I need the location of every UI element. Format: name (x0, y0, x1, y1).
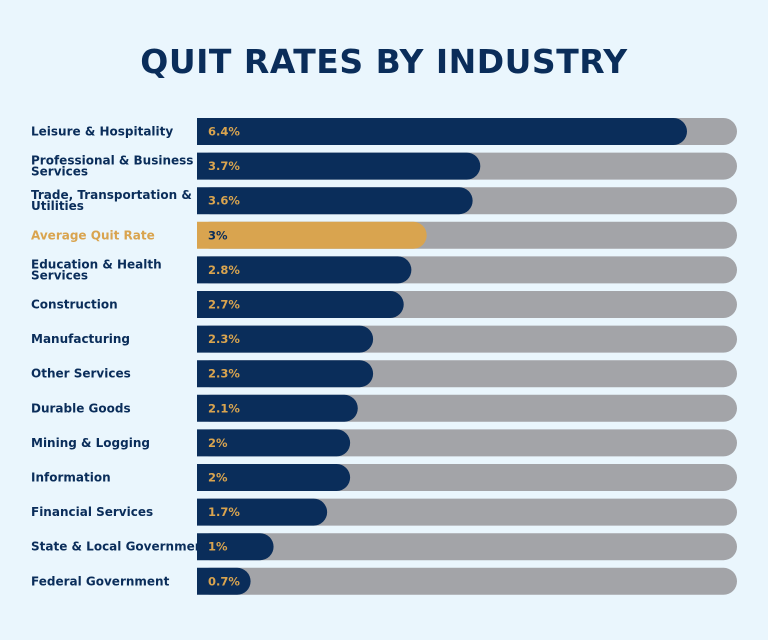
value-label: 2.1% (208, 401, 240, 415)
bar-row: Average Quit Rate 3% (31, 221, 737, 249)
bar (197, 325, 374, 353)
bar-row: Trade, Transportation & Utilities 3.6% (31, 187, 737, 215)
value-label: 2.7% (208, 298, 240, 312)
value-label: 3% (208, 228, 228, 242)
bar (197, 394, 358, 422)
bar-row: Construction 2.7% (31, 291, 737, 318)
bar (197, 221, 427, 249)
bar (197, 118, 687, 145)
category-label: State & Local Government (31, 540, 209, 554)
bar-row: Federal Government 0.7% (31, 567, 737, 595)
bar-track (197, 533, 737, 561)
category-label: Leisure & Hospitality (31, 125, 173, 139)
bar-row: Education & Health Services 2.8% (31, 256, 737, 284)
bar (197, 567, 251, 595)
bar (197, 429, 351, 457)
category-label: Information (31, 471, 111, 485)
bar-track (197, 567, 737, 595)
value-label: 2% (208, 471, 228, 485)
value-label: 3.6% (208, 194, 240, 208)
category-label: Durable Goods (31, 401, 131, 415)
bar-track (197, 498, 737, 526)
bar-row: Information 2% (31, 464, 737, 491)
bar (197, 533, 274, 561)
bar-row: Other Services 2.3% (31, 360, 737, 388)
bar (197, 256, 412, 284)
value-label: 2.3% (208, 367, 240, 381)
value-label: 2% (208, 436, 228, 450)
chart-title: QUIT RATES BY INDUSTRY (140, 42, 628, 81)
category-label: Trade, Transportation & Utilities (31, 188, 192, 213)
category-label: Financial Services (31, 505, 153, 519)
bar-row: Mining & Logging 2% (31, 429, 737, 457)
bar-row: Professional & Business Services 3.7% (31, 152, 737, 180)
bar (197, 498, 328, 526)
category-label: Construction (31, 298, 118, 312)
bar (197, 360, 374, 388)
category-label: Mining & Logging (31, 436, 150, 450)
category-label: Federal Government (31, 574, 170, 588)
bar-row: Durable Goods 2.1% (31, 394, 737, 422)
bar-row: Manufacturing 2.3% (31, 325, 737, 353)
bar-row: Leisure & Hospitality 6.4% (31, 118, 737, 145)
category-label: Manufacturing (31, 332, 130, 346)
bar (197, 152, 481, 180)
value-label: 3.7% (208, 159, 240, 173)
value-label: 6.4% (208, 125, 240, 139)
bar (197, 291, 404, 318)
category-label: Other Services (31, 367, 131, 381)
bar (197, 187, 473, 215)
value-label: 1.7% (208, 505, 240, 519)
value-label: 1% (208, 540, 228, 554)
category-label: Average Quit Rate (31, 228, 155, 242)
category-label: Education & Health Services (31, 257, 162, 282)
bar (197, 464, 351, 491)
category-label: Professional & Business Services (31, 154, 193, 179)
value-label: 2.3% (208, 332, 240, 346)
value-label: 0.7% (208, 574, 240, 588)
value-label: 2.8% (208, 263, 240, 277)
bar-row: Financial Services 1.7% (31, 498, 737, 526)
